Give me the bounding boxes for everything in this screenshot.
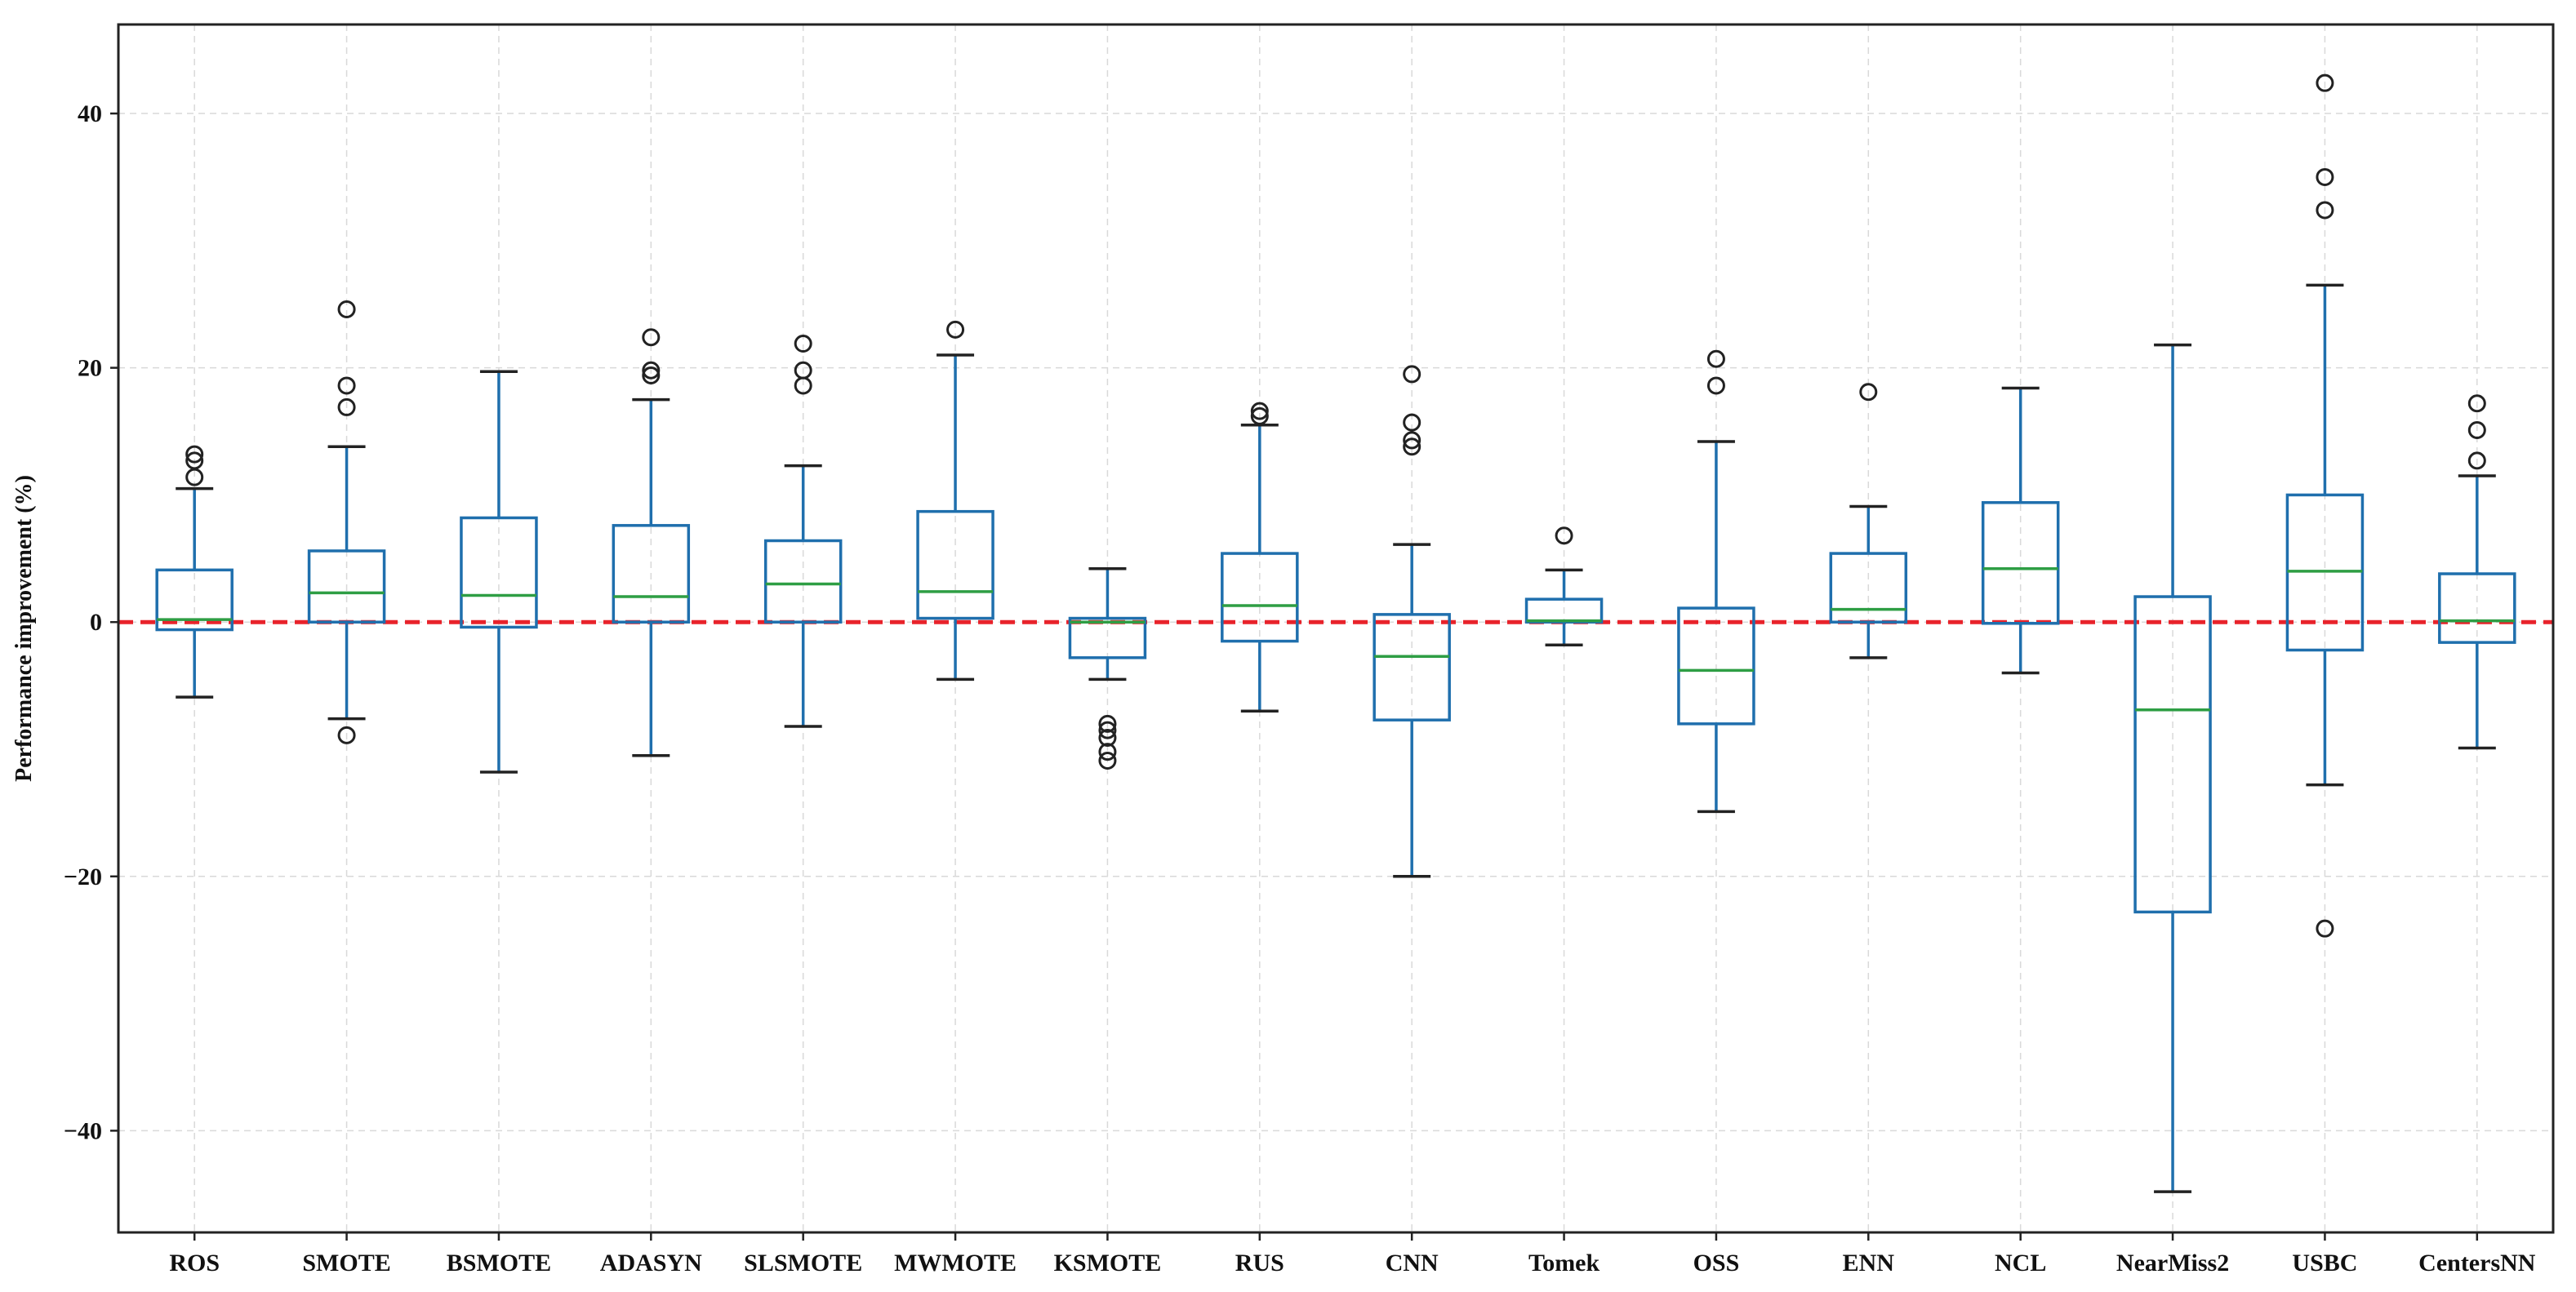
- outlier-point: [2316, 73, 2334, 92]
- x-axis-ticks: ROS SMOTE BSMOTE ADASYN SLSMOTE MWMOTE KSMOTE R…: [169, 1232, 2536, 1276]
- box-ros: [155, 445, 234, 699]
- outlier-point: [794, 361, 812, 380]
- iqr-box: [763, 539, 843, 624]
- y-tick-label: −40: [64, 1117, 102, 1144]
- outlier-point: [1859, 383, 1878, 402]
- x-tick-label: ENN: [1843, 1250, 1895, 1276]
- box-usbc: [2285, 73, 2365, 938]
- x-tick-label: CNN: [1386, 1250, 1439, 1276]
- x-tick-label: SLSMOTE: [744, 1250, 862, 1276]
- x-tick-label: RUS: [1235, 1250, 1284, 1276]
- iqr-box: [1677, 606, 1755, 726]
- iqr-box: [916, 509, 994, 620]
- x-tick-label: OSS: [1693, 1250, 1740, 1276]
- outlier-point: [2467, 420, 2486, 439]
- box-adasyn: [612, 328, 691, 757]
- iqr-box: [1221, 552, 1299, 643]
- iqr-box: [1829, 552, 1908, 624]
- outlier-point: [2316, 201, 2334, 220]
- y-tick-label: −20: [64, 864, 102, 890]
- iqr-box: [612, 524, 691, 624]
- outlier-point: [185, 445, 204, 464]
- y-axis-ticks: −40 −20 0 20 40: [64, 100, 118, 1144]
- outlier-point: [642, 361, 661, 380]
- x-tick-label: CentersNN: [2418, 1250, 2536, 1276]
- box-nearmiss2: [2133, 343, 2212, 1193]
- y-tick-label: 40: [78, 100, 102, 127]
- outlier-point: [946, 320, 965, 339]
- outlier-point: [1250, 402, 1269, 420]
- box-smote: [307, 300, 386, 744]
- x-tick-label: MWMOTE: [894, 1250, 1017, 1276]
- box-oss: [1677, 349, 1755, 814]
- outlier-point: [1403, 413, 1421, 432]
- boxes-layer: [155, 73, 2516, 1193]
- box-slsmote: [763, 335, 843, 728]
- box-tomek: [1524, 526, 1604, 647]
- outlier-point: [2316, 167, 2334, 186]
- x-tick-label: USBC: [2292, 1250, 2357, 1276]
- box-bsmote: [460, 370, 538, 774]
- outlier-point: [1403, 365, 1421, 384]
- box-centersnn: [2438, 394, 2516, 750]
- y-tick-label: 20: [78, 355, 102, 382]
- x-tick-label: NearMiss2: [2116, 1250, 2229, 1276]
- outlier-point: [1098, 714, 1117, 733]
- outlier-point: [337, 376, 356, 395]
- outlier-point: [1706, 376, 1725, 395]
- iqr-box: [460, 516, 538, 629]
- x-tick-label: BSMOTE: [447, 1250, 551, 1276]
- iqr-box: [2438, 572, 2516, 644]
- box-cnn: [1373, 365, 1451, 878]
- outlier-point: [1098, 752, 1117, 770]
- outlier-point: [642, 366, 661, 384]
- iqr-box: [1068, 616, 1147, 659]
- outlier-point: [337, 300, 356, 318]
- outlier-point: [794, 335, 812, 353]
- box-enn: [1829, 383, 1908, 659]
- plot-frame: [117, 23, 2555, 1234]
- outlier-point: [1403, 437, 1421, 456]
- x-tick-label: ADASYN: [600, 1250, 702, 1276]
- x-tick-label: NCL: [1995, 1250, 2046, 1276]
- outlier-point: [1098, 721, 1117, 739]
- outlier-point: [642, 328, 661, 347]
- outlier-point: [1706, 349, 1725, 368]
- outlier-point: [2467, 451, 2486, 470]
- box-rus: [1221, 402, 1299, 713]
- x-tick-label: SMOTE: [302, 1250, 390, 1276]
- outlier-point: [2467, 394, 2486, 413]
- x-tick-label: Tomek: [1528, 1250, 1600, 1276]
- outlier-point: [1403, 431, 1421, 450]
- iqr-box: [155, 568, 234, 632]
- iqr-box: [307, 549, 386, 624]
- box-ncl: [1981, 386, 2060, 675]
- iqr-box: [2133, 595, 2212, 914]
- outlier-point: [337, 397, 356, 416]
- box-ksmote: [1068, 567, 1147, 770]
- outlier-point: [1250, 406, 1269, 425]
- iqr-box: [1981, 501, 2060, 625]
- outlier-point: [1098, 728, 1117, 747]
- y-axis-label: Performance improvement (%): [11, 475, 37, 782]
- x-tick-label: KSMOTE: [1054, 1250, 1162, 1276]
- x-tick-label: ROS: [169, 1250, 220, 1276]
- outlier-point: [2316, 919, 2334, 938]
- iqr-box: [1373, 613, 1451, 721]
- y-tick-label: 0: [90, 609, 102, 636]
- outlier-point: [185, 451, 204, 470]
- outlier-point: [1555, 526, 1573, 545]
- box-mwmote: [916, 320, 994, 682]
- outlier-point: [337, 726, 356, 744]
- outlier-point: [1098, 743, 1117, 761]
